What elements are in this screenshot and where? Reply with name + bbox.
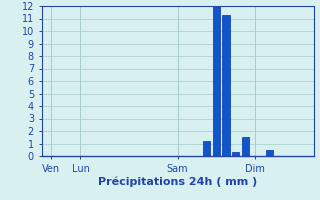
Bar: [212, 6, 220, 156]
Bar: [222, 15, 230, 156]
X-axis label: Précipitations 24h ( mm ): Précipitations 24h ( mm ): [98, 176, 257, 187]
Bar: [267, 150, 273, 156]
Bar: [203, 141, 210, 156]
Bar: [233, 152, 239, 156]
Bar: [242, 137, 249, 156]
